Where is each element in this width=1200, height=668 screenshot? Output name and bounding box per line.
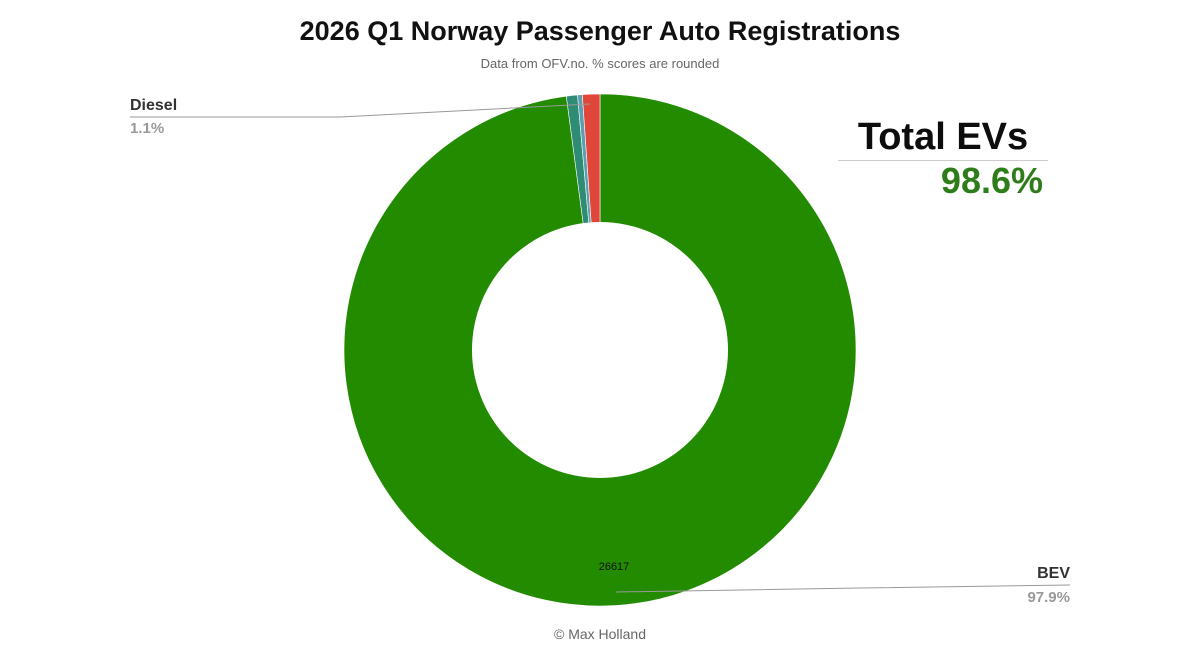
- diesel-percent-label: 1.1%: [130, 120, 164, 137]
- total-evs-value: 98.6%: [940, 160, 1043, 201]
- donut-hole: [472, 222, 728, 478]
- bev-leader-line: [615, 584, 1071, 593]
- chart-title: 2026 Q1 Norway Passenger Auto Registrati…: [299, 16, 901, 46]
- credit-text: © Max Holland: [553, 626, 647, 642]
- bev-percent-label: 97.9%: [1027, 589, 1070, 606]
- total-evs-divider: [838, 160, 1048, 161]
- bev-count-label: 26617: [599, 561, 630, 573]
- chart-subtitle: Data from OFV.no. % scores are rounded: [480, 56, 720, 71]
- diesel-leader-line: [130, 103, 591, 118]
- diesel-label: Diesel: [130, 97, 177, 114]
- bev-label: BEV: [1037, 565, 1070, 582]
- total-evs-label: Total EVs: [857, 116, 1029, 158]
